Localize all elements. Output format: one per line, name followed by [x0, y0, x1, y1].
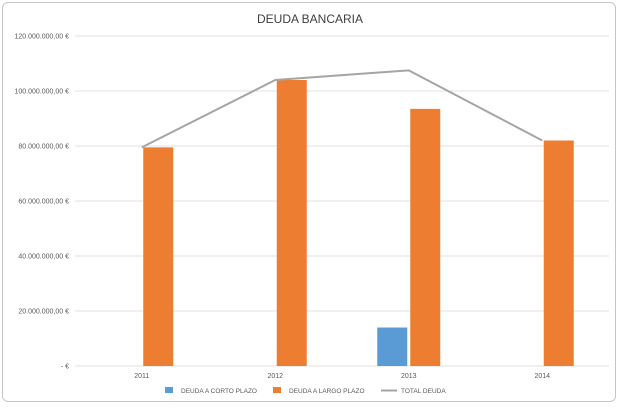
y-tick-label: 80.000.000,00 € [18, 144, 69, 151]
x-tick-label: 2012 [267, 373, 283, 380]
x-axis-ticks: 2011 2012 2013 2014 [134, 373, 550, 380]
y-tick-label: 120.000.000,00 € [15, 34, 70, 41]
bar-2013-corto [377, 327, 408, 366]
legend-swatch [273, 387, 281, 393]
bar-2014-largo [543, 140, 574, 366]
legend-label: TOTAL DEUDA [401, 388, 446, 395]
chart-frame: DEUDA BANCARIA - € 20.000.000,00 € 40.000.… [2, 2, 616, 402]
legend-label: DEUDA A LARGO PLAZO [289, 388, 365, 395]
y-tick-label: 40.000.000,00 € [18, 254, 69, 261]
y-tick-label: - € [61, 364, 69, 371]
legend-label: DEUDA A CORTO PLAZO [181, 388, 257, 395]
line-series-total-deuda [141, 69, 543, 149]
y-tick-label: 100.000.000,00 € [15, 89, 70, 96]
y-tick-label: 20.000.000,00 € [18, 309, 69, 316]
legend-swatch [165, 387, 173, 393]
y-axis-ticks: - € 20.000.000,00 € 40.000.000,00 € 60.000.… [15, 34, 70, 371]
chart-title: DEUDA BANCARIA [257, 12, 363, 26]
bar-2013-largo [410, 108, 441, 366]
x-tick-label: 2013 [401, 373, 417, 380]
bar-2011-largo [143, 147, 174, 366]
legend: DEUDA A CORTO PLAZO DEUDA A LARGO PLAZO TO… [165, 387, 446, 395]
chart-svg: DEUDA BANCARIA - € 20.000.000,00 € 40.000.… [15, 12, 609, 395]
total-line [141, 69, 543, 149]
x-tick-label: 2014 [534, 373, 550, 380]
bar-2012-largo [276, 80, 307, 366]
bars [143, 80, 574, 366]
y-tick-label: 60.000.000,00 € [18, 199, 69, 206]
x-tick-label: 2011 [134, 373, 149, 380]
